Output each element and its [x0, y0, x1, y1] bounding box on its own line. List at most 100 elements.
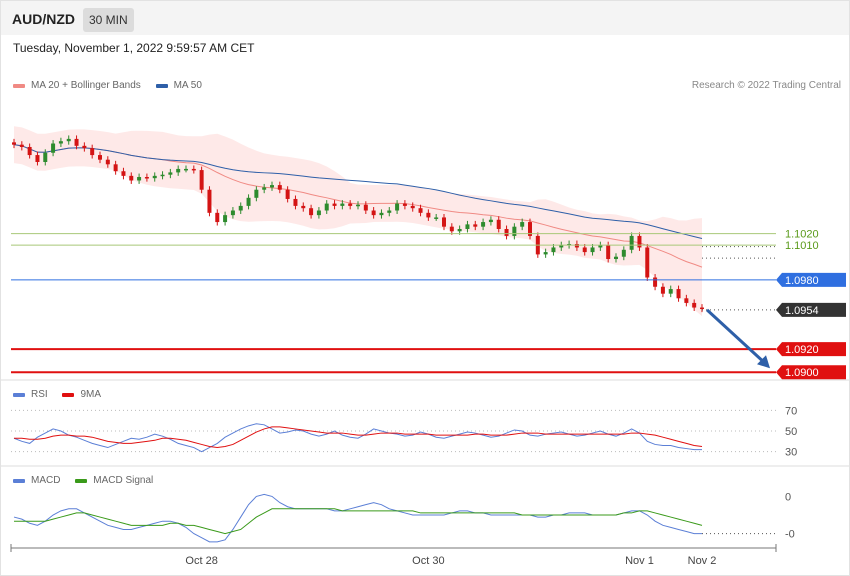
candle-body: [473, 224, 478, 227]
candle-body: [12, 142, 16, 145]
current-label: 1.0954: [785, 305, 819, 317]
timeframe-badge[interactable]: 30 MIN: [83, 8, 134, 32]
candle-body: [668, 289, 673, 294]
x-tick-label: Nov 2: [688, 555, 717, 567]
x-tick-label: Oct 30: [412, 555, 444, 567]
candle-body: [324, 203, 329, 211]
ma50-legend-label: MA 50: [173, 80, 202, 91]
candle-body: [19, 144, 24, 147]
ma20-legend-label: MA 20 + Bollinger Bands: [31, 80, 141, 91]
candle-body: [410, 205, 415, 209]
candle-body: [262, 187, 267, 190]
candle-body: [496, 219, 501, 229]
candle-body: [481, 222, 486, 227]
candle-body: [590, 247, 595, 253]
candle-body: [129, 175, 134, 181]
candle-body: [574, 244, 579, 248]
rsi-swatch: [13, 392, 25, 397]
support-price-tag: [776, 342, 846, 357]
candle-body: [520, 222, 525, 227]
forecast-arrow: [705, 308, 766, 364]
support-label: 1.0920: [785, 344, 819, 356]
candle-body: [621, 249, 626, 257]
resistance-label: 1.1020: [785, 229, 819, 241]
research-credit: Research © 2022 Trading Central: [691, 80, 841, 91]
candle-body: [512, 226, 517, 236]
candle-body: [105, 159, 110, 165]
macd-tick-label: -0: [785, 529, 795, 541]
candle-body: [215, 212, 220, 223]
rsi-tick-label: 70: [785, 405, 797, 417]
rsi-ma-swatch: [62, 392, 75, 397]
timestamp-label: Tuesday, November 1, 2022 9:59:57 AM CET: [13, 41, 255, 55]
candle-body: [504, 228, 509, 236]
candle-body: [442, 217, 446, 227]
candle-body: [449, 226, 454, 232]
ma50-line: [13, 144, 703, 240]
candle-body: [606, 245, 611, 260]
candle-body: [301, 205, 306, 209]
candle-body: [152, 175, 157, 179]
candle-body: [160, 174, 165, 177]
candle-body: [137, 177, 142, 181]
candle-body: [418, 208, 423, 213]
rsi-legend-label: RSI: [31, 389, 48, 400]
candle-body: [395, 203, 400, 211]
support-price-tag: [776, 365, 846, 380]
candle-body: [66, 138, 71, 142]
candle-body: [144, 177, 149, 179]
candle-body: [199, 170, 204, 190]
candle-body: [426, 212, 431, 218]
pivot-label: 1.0980: [785, 275, 819, 287]
candle-body: [700, 307, 704, 310]
candle-body: [316, 210, 321, 216]
macd-legend-label: MACD: [31, 475, 61, 486]
candle-body: [74, 138, 79, 146]
rsi-tick-label: 30: [785, 447, 797, 459]
macd-legend: MACD MACD Signal: [13, 475, 165, 486]
candle-body: [35, 155, 40, 162]
x-tick-label: Oct 28: [185, 555, 217, 567]
support-label: 1.0900: [785, 367, 819, 379]
candle-body: [348, 203, 353, 206]
x-tick-label: Nov 1: [625, 555, 654, 567]
candle-body: [356, 204, 360, 207]
macd-line: [13, 493, 702, 543]
rsi-ma-legend-label: 9MA: [80, 389, 102, 400]
candle-body: [184, 168, 188, 171]
candle-body: [309, 208, 314, 216]
candle-body: [207, 189, 212, 213]
candle-body: [191, 168, 196, 171]
forecast-arrowhead: [757, 355, 770, 369]
candle-body: [340, 203, 345, 206]
candle-body: [371, 210, 376, 216]
current-price-tag: [776, 302, 846, 317]
candle-body: [176, 168, 181, 173]
candle-body: [543, 252, 548, 255]
macd-signal-legend-label: MACD Signal: [93, 475, 154, 486]
candle-body: [246, 197, 251, 206]
candle-body: [559, 245, 564, 248]
candle-body: [457, 228, 462, 232]
macd-tick-label: 0: [785, 491, 791, 503]
rsi-legend: RSI 9MA: [13, 389, 113, 400]
candle-body: [692, 302, 697, 308]
candle-body: [614, 256, 618, 260]
candle-body: [43, 152, 48, 162]
candle-body: [223, 215, 228, 223]
candle-body: [168, 172, 173, 175]
rsi-line: [13, 423, 702, 453]
candle-body: [238, 205, 243, 211]
candle-body: [528, 222, 532, 236]
macd-signal-line: [14, 508, 703, 535]
candle-body: [379, 212, 384, 216]
candle-body: [434, 217, 439, 219]
candle-body: [653, 277, 658, 287]
candle-body: [277, 185, 282, 190]
resistance-label: 1.1010: [785, 240, 819, 252]
candle-body: [230, 210, 235, 216]
candle-body: [270, 185, 274, 188]
candle-body: [293, 198, 298, 206]
